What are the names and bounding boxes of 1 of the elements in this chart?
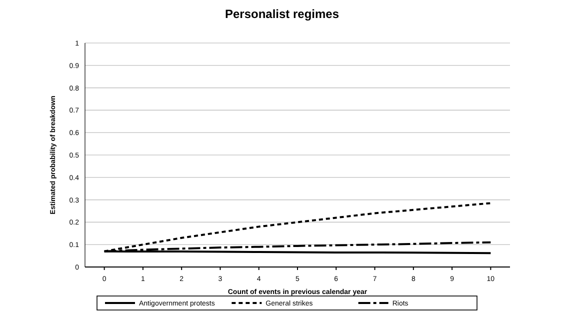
chart-title: Personalist regimes bbox=[224, 7, 340, 21]
